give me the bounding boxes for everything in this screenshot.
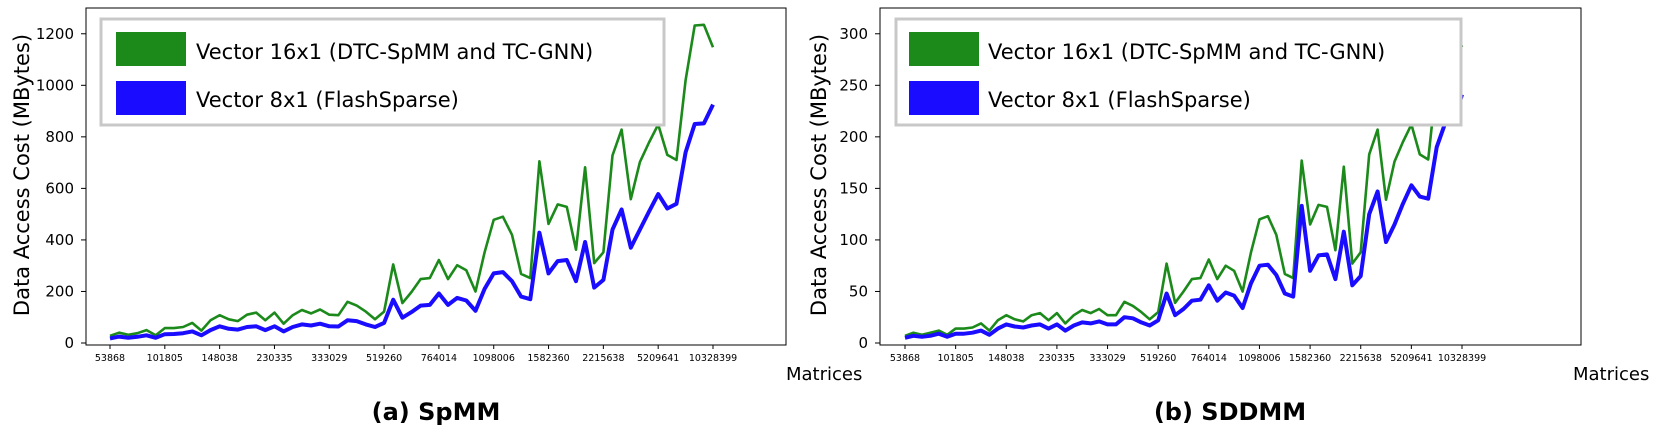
x-tick-label: 1098006 — [1238, 353, 1280, 364]
x-axis-ticks: 53868 101805 148038 230335 333029 519260 76401… — [95, 345, 737, 364]
x-axis-label: Matrices — [1573, 364, 1649, 385]
x-tick-label: 764014 — [421, 353, 457, 364]
y-tick-label: 0 — [64, 334, 74, 352]
x-tick-label: 53868 — [890, 353, 920, 364]
x-tick-label: 333029 — [311, 353, 347, 364]
legend-swatch-vector8 — [116, 81, 186, 115]
x-tick-label: 1098006 — [473, 353, 515, 364]
y-tick-label: 200 — [839, 128, 868, 146]
x-tick-label: 519260 — [1140, 353, 1176, 364]
y-axis-label: Data Access Cost (MBytes) — [807, 34, 831, 316]
x-tick-label: 101805 — [147, 353, 183, 364]
y-tick-label: 200 — [45, 282, 74, 300]
legend-swatch-vector16 — [909, 32, 979, 66]
legend: Vector 16x1 (DTC-SpMM and TC-GNN) Vector… — [99, 17, 666, 127]
y-axis-ticks: 0 200 400 600 800 1000 1200 — [36, 25, 86, 352]
legend: Vector 16x1 (DTC-SpMM and TC-GNN) Vector… — [894, 17, 1463, 127]
x-tick-label: 10328399 — [689, 353, 737, 364]
x-tick-label: 1582360 — [527, 353, 569, 364]
x-tick-label: 148038 — [988, 353, 1024, 364]
x-tick-label: 2215638 — [582, 353, 624, 364]
x-tick-label: 5209641 — [1390, 353, 1432, 364]
x-tick-label: 519260 — [366, 353, 402, 364]
x-tick-label: 230335 — [1039, 353, 1075, 364]
legend-frame — [894, 17, 1463, 127]
y-tick-label: 250 — [839, 76, 868, 94]
series-lines — [109, 23, 715, 341]
legend-frame — [99, 17, 666, 127]
y-tick-label: 1200 — [36, 25, 74, 43]
y-axis-ticks: 0 50 100 150 200 250 300 — [839, 25, 880, 352]
legend-label-vector16: Vector 16x1 (DTC-SpMM and TC-GNN) — [988, 40, 1385, 64]
y-tick-label: 1000 — [36, 76, 74, 94]
x-tick-label: 333029 — [1089, 353, 1125, 364]
plot-area-frame — [85, 7, 787, 346]
y-tick-label: 300 — [839, 25, 868, 43]
x-tick-label: 101805 — [938, 353, 974, 364]
x-tick-label: 10328399 — [1438, 353, 1486, 364]
series-line-vector16 — [904, 22, 1464, 338]
caption-b: (b) SDDMM — [1154, 398, 1306, 426]
series-line-vector8 — [904, 94, 1464, 340]
x-tick-label: 148038 — [202, 353, 238, 364]
legend-swatch-vector16 — [116, 32, 186, 66]
series-line-vector8 — [109, 103, 715, 341]
x-tick-label: 230335 — [256, 353, 292, 364]
x-tick-label: 2215638 — [1340, 353, 1382, 364]
y-tick-label: 800 — [45, 128, 74, 146]
y-tick-label: 150 — [839, 179, 868, 197]
x-tick-label: 5209641 — [637, 353, 679, 364]
x-axis-label: Matrices — [786, 364, 862, 385]
x-tick-label: 1582360 — [1289, 353, 1331, 364]
legend-label-vector16: Vector 16x1 (DTC-SpMM and TC-GNN) — [196, 40, 593, 64]
legend-swatch-vector8 — [909, 81, 979, 115]
sddmm-chart: 0 50 100 150 200 250 300 53868 101805 148038 2303… — [807, 7, 1649, 426]
y-axis-label: Data Access Cost (MBytes) — [10, 34, 34, 316]
x-axis-ticks: 53868 101805 148038 230335 333029 519260 76401… — [890, 345, 1486, 364]
y-tick-label: 0 — [858, 334, 868, 352]
y-tick-label: 600 — [45, 179, 74, 197]
y-tick-label: 400 — [45, 231, 74, 249]
series-line-vector16 — [109, 23, 715, 338]
spmm-chart: 0 200 400 600 800 1000 1200 53868 101805 148038 2… — [10, 7, 862, 426]
caption-a: (a) SpMM — [372, 398, 501, 426]
legend-label-vector8: Vector 8x1 (FlashSparse) — [196, 88, 459, 112]
y-tick-label: 50 — [849, 282, 868, 300]
x-tick-label: 53868 — [95, 353, 125, 364]
plot-area-frame — [879, 7, 1582, 346]
x-tick-label: 764014 — [1191, 353, 1227, 364]
legend-label-vector8: Vector 8x1 (FlashSparse) — [988, 88, 1251, 112]
series-lines — [904, 22, 1464, 340]
y-tick-label: 100 — [839, 231, 868, 249]
